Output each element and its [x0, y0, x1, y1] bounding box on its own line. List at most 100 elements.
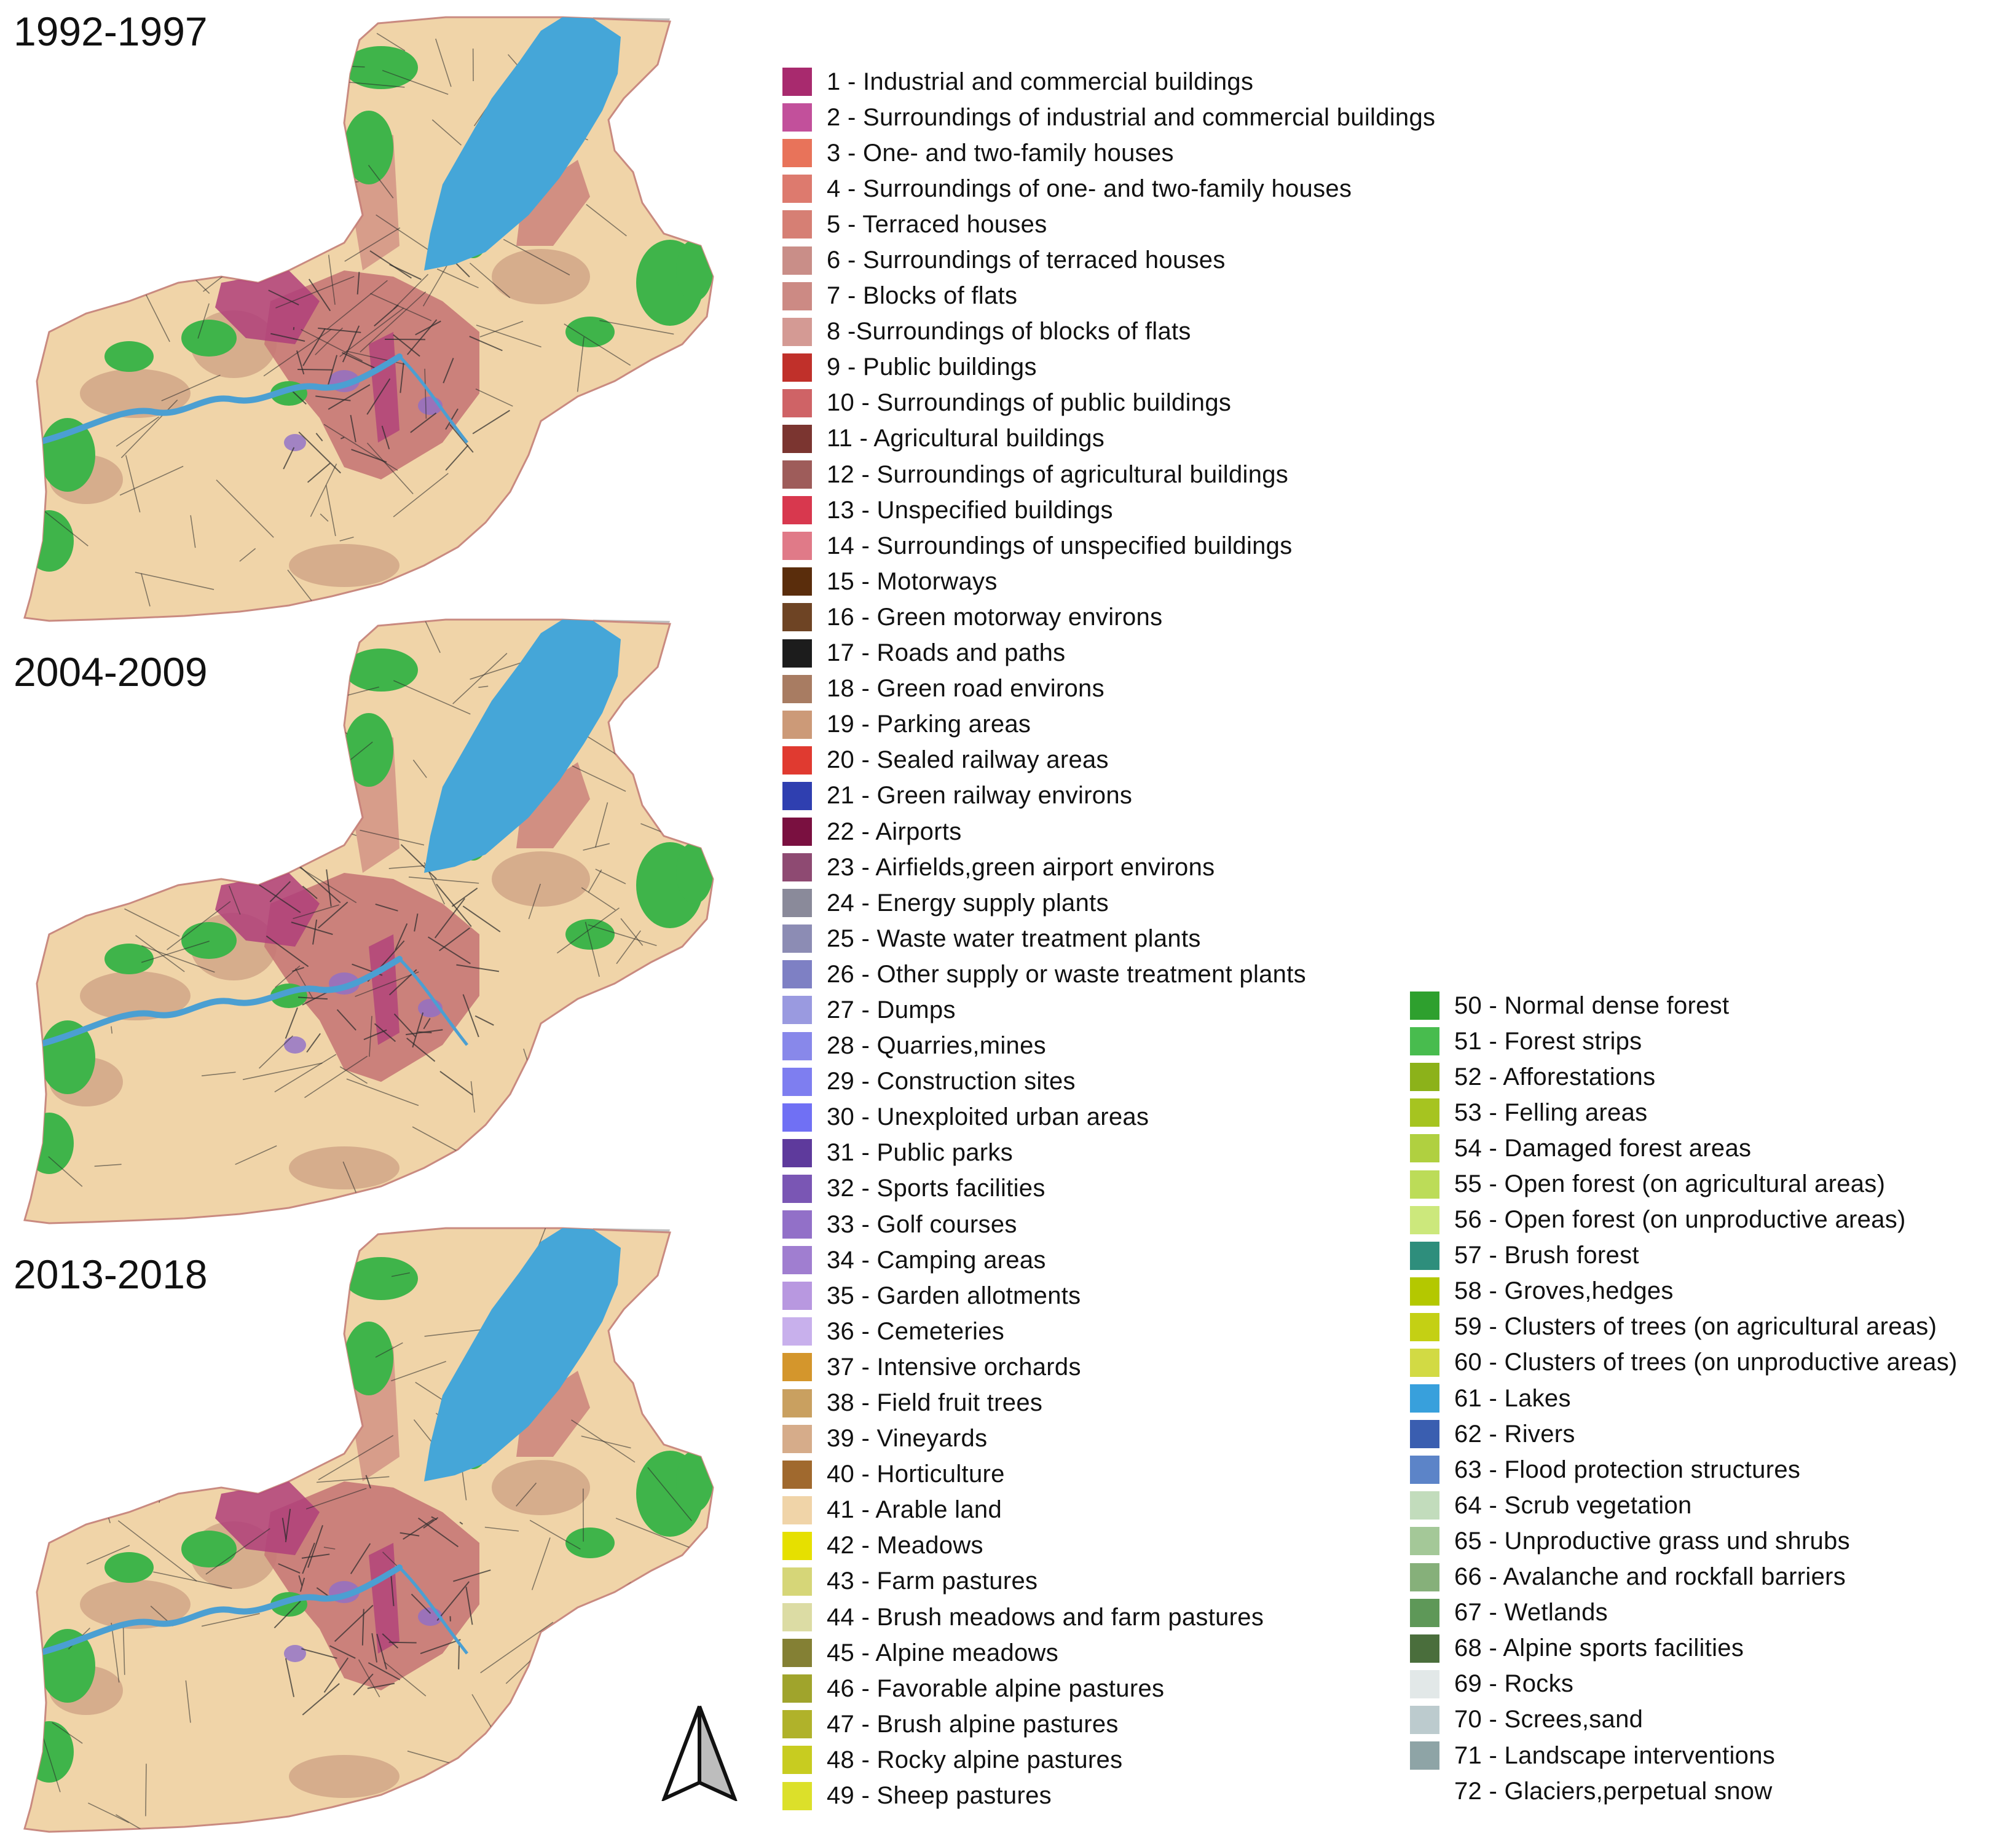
- road-line: [67, 1334, 92, 1342]
- legend-swatch: [1410, 1170, 1439, 1199]
- road-line: [220, 769, 238, 794]
- legend-swatch: [782, 282, 812, 310]
- road-line: [45, 240, 71, 299]
- road-line: [112, 620, 151, 648]
- legend-label: 28 - Quarries,mines: [827, 1032, 1046, 1060]
- legend-swatch: [782, 1496, 812, 1524]
- road-line: [395, 923, 408, 950]
- legend-item: 42 - Meadows: [782, 1528, 1422, 1564]
- river-line: [398, 355, 468, 444]
- road-line: [119, 116, 128, 167]
- legend-item: 41 - Arable land: [782, 1492, 1422, 1528]
- legend-label: 31 - Public parks: [827, 1139, 1014, 1167]
- road-line: [528, 883, 541, 920]
- road-line: [400, 844, 437, 880]
- legend-swatch: [782, 1282, 812, 1311]
- legend-label: 19 - Parking areas: [827, 711, 1031, 738]
- legend-label: 71 - Landscape interventions: [1454, 1741, 1776, 1769]
- road-line: [472, 409, 510, 435]
- legend-label: 33 - Golf courses: [827, 1210, 1017, 1238]
- road-line: [302, 1683, 340, 1716]
- road-line: [204, 1373, 278, 1400]
- legend-label: 59 - Clusters of trees (on agricultural …: [1454, 1313, 1937, 1341]
- road-line: [293, 904, 340, 920]
- road-line: [205, 1528, 270, 1575]
- legend-item: 24 - Energy supply plants: [782, 885, 1422, 921]
- road-line: [301, 1553, 330, 1559]
- legend-swatch: [1410, 1777, 1439, 1806]
- legend-item: 49 - Sheep pastures: [782, 1778, 1422, 1814]
- road-line: [287, 108, 307, 167]
- park-area: [284, 1645, 306, 1662]
- road-line: [315, 820, 357, 837]
- legend-label: 21 - Green railway environs: [827, 782, 1133, 810]
- legend-label: 48 - Rocky alpine pastures: [827, 1746, 1123, 1773]
- road-line: [456, 964, 500, 972]
- vineyard-area: [492, 249, 590, 304]
- legend-swatch: [782, 639, 812, 668]
- road-line: [647, 394, 695, 421]
- road-line: [581, 887, 616, 910]
- road-line: [259, 884, 301, 913]
- legend-label: 62 - Rivers: [1454, 1420, 1575, 1448]
- north-arrow-icon: [661, 1703, 738, 1802]
- legend-swatch: [782, 1031, 812, 1060]
- road-line: [647, 1467, 692, 1521]
- road-line: [544, 1792, 608, 1832]
- legend-swatch: [1410, 1563, 1439, 1591]
- legend-label: 57 - Brush forest: [1454, 1242, 1639, 1269]
- road-line: [317, 1476, 390, 1483]
- road-line: [615, 1518, 690, 1548]
- park-area: [284, 1036, 306, 1054]
- road-line: [297, 865, 357, 904]
- legend-swatch: [782, 1067, 812, 1096]
- road-line: [318, 1435, 394, 1481]
- road-line: [201, 1613, 260, 1627]
- road-line: [519, 1811, 556, 1822]
- panel-title-2: 2004-2009: [14, 649, 208, 695]
- road-line: [657, 1076, 707, 1111]
- legend-label: 35 - Garden allotments: [827, 1282, 1081, 1309]
- legend-item: 2 - Surroundings of industrial and comme…: [782, 100, 1435, 135]
- panel-title-3: 2013-2018: [14, 1252, 208, 1297]
- road-line: [342, 352, 377, 370]
- legend-item: 46 - Favorable alpine pastures: [782, 1671, 1422, 1706]
- road-line: [462, 994, 479, 1038]
- road-line: [298, 865, 341, 904]
- legend-swatch: [1410, 1312, 1439, 1341]
- road-line: [25, 156, 46, 179]
- road-line: [470, 1081, 475, 1113]
- legend-label: 18 - Green road environs: [827, 675, 1104, 703]
- road-line: [516, 1482, 537, 1507]
- legend-swatch: [782, 139, 812, 168]
- road-line: [558, 1791, 593, 1824]
- legend-swatch: [782, 1389, 812, 1417]
- legend-item: 9 - Public buildings: [782, 350, 1422, 385]
- road-line: [641, 1098, 695, 1114]
- road-line: [274, 1054, 337, 1093]
- road-line: [423, 1517, 439, 1529]
- industrial-area: [215, 873, 320, 947]
- road-line: [318, 901, 348, 929]
- industrial-area: [215, 270, 320, 344]
- road-line: [111, 1026, 113, 1034]
- legend-swatch: [782, 103, 812, 132]
- road-line: [292, 967, 304, 972]
- road-line: [465, 1587, 473, 1625]
- legend-swatch: [782, 317, 812, 346]
- road-line: [157, 620, 162, 649]
- road-line: [367, 1682, 395, 1689]
- road-line: [339, 537, 354, 542]
- river-line: [398, 1566, 468, 1655]
- road-line: [285, 1658, 295, 1697]
- road-line: [393, 1013, 416, 1038]
- legend-item: 57 - Brush forest: [1410, 1238, 2016, 1274]
- road-line: [297, 996, 328, 1000]
- road-line: [431, 119, 462, 146]
- road-line: [346, 1078, 419, 1106]
- legend-item: 17 - Roads and paths: [782, 636, 1422, 671]
- legend-swatch: [782, 1781, 812, 1810]
- road-line: [403, 1518, 435, 1540]
- legend-swatch: [782, 889, 812, 918]
- road-line: [652, 534, 692, 552]
